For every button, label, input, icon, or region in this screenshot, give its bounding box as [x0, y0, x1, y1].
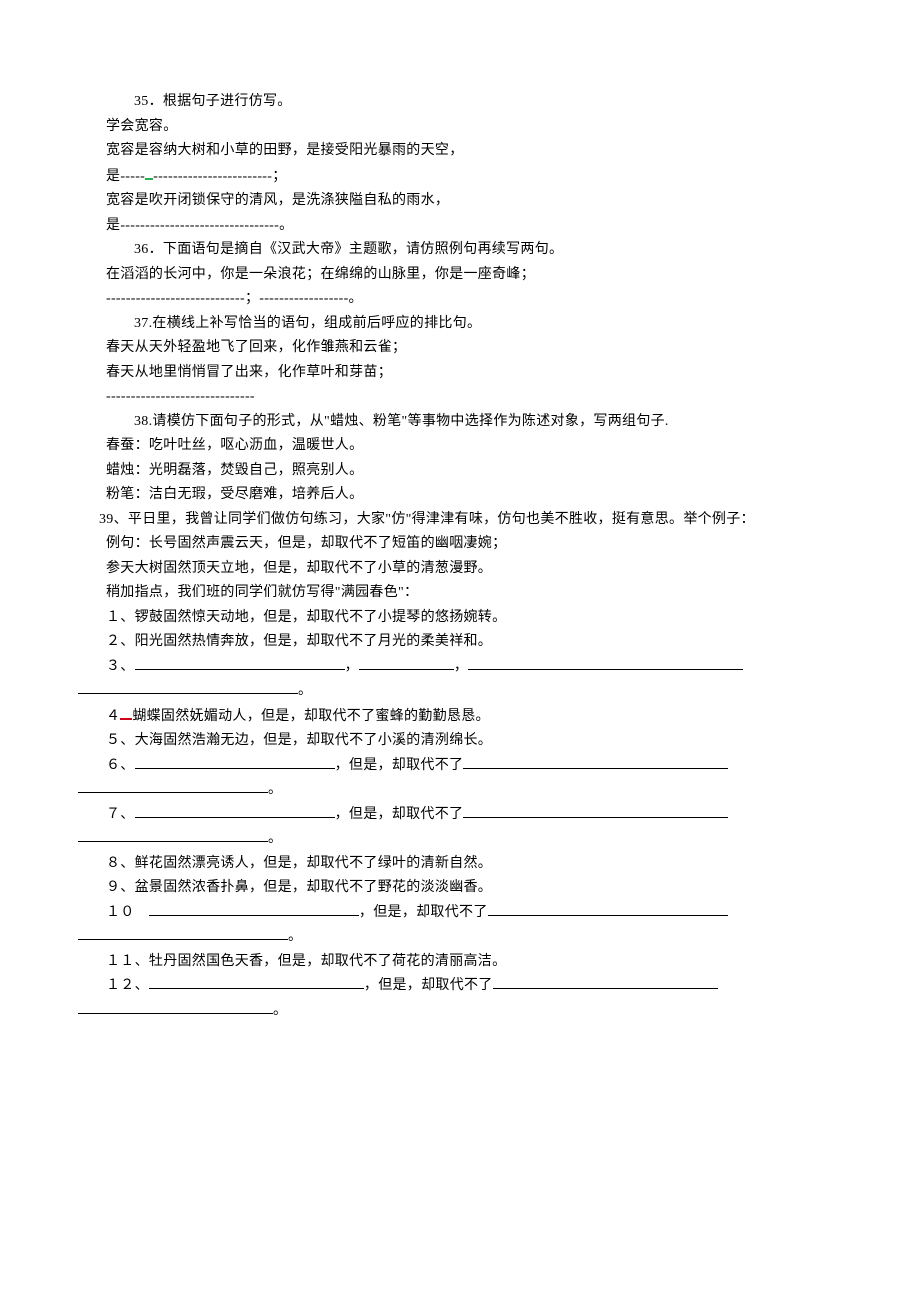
q36-line2: ----------------------------；-----------…	[78, 287, 842, 312]
dashes: --------------------------------。	[120, 218, 293, 233]
q35-line4: 宽容是吹开闭锁保守的清风，是洗涤狭隘自私的雨水，	[78, 189, 842, 214]
q39-example2: 参天大树固然顶天立地，但是，却取代不了小草的清葱漫野。	[78, 557, 842, 582]
q37-title: 37.在横线上补写恰当的语句，组成前后呼应的排比句。	[78, 312, 842, 337]
q39-item12: １２、 ，但是，却取代不了	[78, 974, 842, 999]
text: １２、	[106, 978, 149, 993]
document-page: 35．根据句子进行仿写。 学会宽容。 宽容是容纳大树和小草的田野，是接受阳光暴雨…	[0, 0, 920, 1083]
q39-intro: 39、平日里，我曾让同学们做仿句练习，大家"仿"得津津有味，仿句也美不胜收，挺有…	[78, 508, 842, 533]
q35-line5: 是--------------------------------。	[78, 214, 842, 239]
q37-line1: 春天从天外轻盈地飞了回来，化作雏燕和云雀；	[78, 336, 842, 361]
text: 是	[106, 169, 120, 184]
blank-line	[78, 827, 268, 842]
q39-item3: ３、 ， ，	[78, 655, 842, 680]
q38-title: 38.请模仿下面句子的形式，从"蜡烛、粉笔"等事物中选择作为陈述对象，写两组句子…	[78, 410, 842, 435]
blank-line	[135, 655, 345, 670]
q35-line1: 学会宽容。	[78, 115, 842, 140]
q35-line3: 是----- ------------------------；	[78, 164, 842, 190]
text: ，但是，却取代不了	[335, 758, 464, 773]
q39-item1: １、锣鼓固然惊天动地，但是，却取代不了小提琴的悠扬婉转。	[78, 606, 842, 631]
q39-item7-cont: 。	[78, 827, 842, 852]
dashes: ------------------------；	[153, 169, 286, 184]
q39-item3-cont: 。	[78, 679, 842, 704]
blank-line	[493, 974, 718, 989]
text: ７、	[106, 807, 135, 822]
text: １０	[106, 905, 135, 920]
q39-item10: １０ ，但是，却取代不了	[78, 901, 842, 926]
q38-line2: 蜡烛：光明磊落，焚毁自己，照亮别人。	[78, 459, 842, 484]
q37-line2: 春天从地里悄悄冒了出来，化作草叶和芽苗；	[78, 361, 842, 386]
q38-line3: 粉笔：洁白无瑕，受尽磨难，培养后人。	[78, 483, 842, 508]
q39-item5: ５、大海固然浩瀚无边，但是，却取代不了小溪的清洌绵长。	[78, 729, 842, 754]
text: 蝴蝶固然妩媚动人，但是，却取代不了蜜蜂的勤勤恳恳。	[132, 709, 490, 724]
text: ，但是，却取代不了	[359, 905, 488, 920]
text: ４	[106, 709, 120, 724]
text: ３、	[106, 659, 135, 674]
q39-item6: ６、 ，但是，却取代不了	[78, 754, 842, 779]
blank-line	[78, 925, 288, 940]
q39-item2: ２、阳光固然热情奔放，但是，却取代不了月光的柔美祥和。	[78, 630, 842, 655]
q39-item10-cont: 。	[78, 925, 842, 950]
blank-line	[78, 778, 268, 793]
q37-line3: ------------------------------	[78, 385, 842, 410]
blank-line	[488, 901, 728, 916]
blank-line	[463, 803, 728, 818]
text: 是	[106, 218, 120, 233]
blank-line	[78, 999, 273, 1014]
period: 。	[273, 1003, 287, 1018]
period: 。	[268, 831, 282, 846]
q39-item11: １１、牡丹固然国色天香，但是，却取代不了荷花的清丽高洁。	[78, 950, 842, 975]
blank-line	[78, 679, 298, 694]
blank-line	[135, 754, 335, 769]
q39-item12-cont: 。	[78, 999, 842, 1024]
q38-line1: 春蚕：吃叶吐丝，呕心沥血，温暖世人。	[78, 434, 842, 459]
q39-item6-cont: 。	[78, 778, 842, 803]
dashes: -----	[120, 169, 145, 184]
text: ，但是，却取代不了	[364, 978, 493, 993]
q39-item7: ７、 ，但是，却取代不了	[78, 803, 842, 828]
q36-line1: 在滔滔的长河中，你是一朵浪花；在绵绵的山脉里，你是一座奇峰；	[78, 263, 842, 288]
q36-title: 36．下面语句是摘自《汉武大帝》主题歌，请仿照例句再续写两句。	[78, 238, 842, 263]
blank-line	[468, 655, 743, 670]
q39-note: 稍加指点，我们班的同学们就仿写得"满园春色"：	[78, 581, 842, 606]
blank-line	[463, 754, 728, 769]
blank-line	[149, 901, 359, 916]
blank-line	[135, 803, 335, 818]
q39-item9: ９、盆景固然浓香扑鼻，但是，却取代不了野花的淡淡幽香。	[78, 876, 842, 901]
text: ，但是，却取代不了	[335, 807, 464, 822]
q35-line2: 宽容是容纳大树和小草的田野，是接受阳光暴雨的天空，	[78, 139, 842, 164]
period: 。	[268, 782, 282, 797]
comma: ，	[454, 659, 468, 674]
red-mark-icon	[120, 704, 132, 720]
period: 。	[298, 683, 312, 698]
comma: ，	[345, 659, 359, 674]
q35-title: 35．根据句子进行仿写。	[78, 90, 842, 115]
period: 。	[288, 929, 302, 944]
text: ６、	[106, 758, 135, 773]
green-mark-icon	[145, 164, 153, 180]
q39-item4: ４ 蝴蝶固然妩媚动人，但是，却取代不了蜜蜂的勤勤恳恳。	[78, 704, 842, 730]
q39-example1: 例句：长号固然声震云天，但是，却取代不了短笛的幽咽凄婉；	[78, 532, 842, 557]
q39-item8: ８、鲜花固然漂亮诱人，但是，却取代不了绿叶的清新自然。	[78, 852, 842, 877]
blank-line	[149, 974, 364, 989]
blank-line	[359, 655, 454, 670]
